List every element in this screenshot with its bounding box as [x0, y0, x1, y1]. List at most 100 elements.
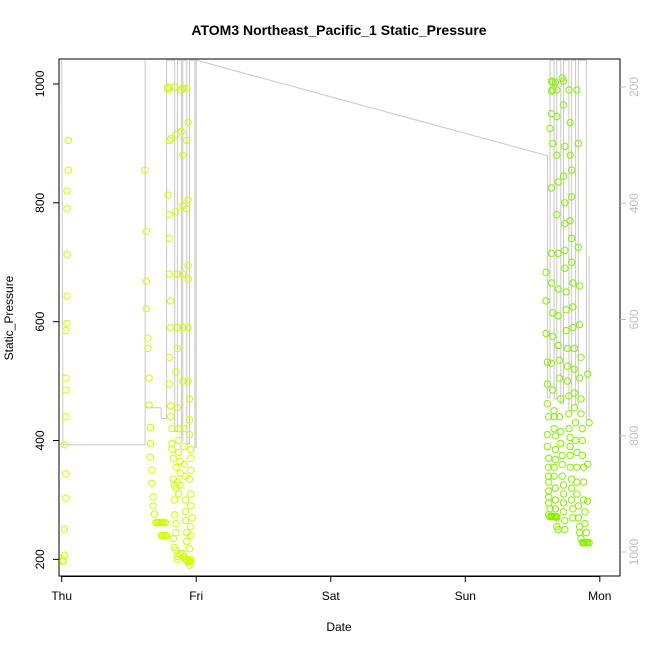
data-point: [549, 309, 557, 317]
data-point: [558, 460, 566, 468]
x-tick-label: Thu: [51, 589, 72, 603]
data-point: [554, 178, 562, 186]
data-point: [59, 556, 67, 564]
x-tick-label: Sat: [322, 589, 341, 603]
data-point: [566, 118, 574, 127]
data-point: [165, 353, 174, 361]
data-point: [559, 172, 568, 180]
data-point: [584, 460, 592, 468]
data-point: [184, 275, 192, 283]
data-point: [171, 83, 179, 91]
data-point: [180, 460, 188, 468]
data-point: [543, 358, 552, 366]
data-point: [175, 424, 183, 433]
data-point: [581, 520, 589, 528]
y-tick-label: 200: [33, 549, 47, 569]
data-point: [181, 517, 190, 525]
y-tick-label: 800: [33, 192, 47, 212]
data-point: [545, 487, 553, 495]
data-point: [547, 359, 556, 367]
data-point: [567, 166, 576, 174]
data-point: [585, 539, 593, 547]
data-point: [574, 514, 582, 522]
y-tick-label: 400: [33, 430, 47, 450]
data-point: [144, 344, 152, 353]
data-point: [173, 344, 182, 353]
data-point: [580, 496, 588, 504]
axes: Thu Fri Sat Sun Mon 200 400 600 800 1000 200 400 600…: [33, 70, 641, 603]
data-point: [165, 270, 174, 278]
data-point: [185, 475, 194, 483]
data-point: [167, 134, 175, 143]
data-point: [545, 413, 553, 421]
data-point: [575, 282, 584, 290]
data-point: [551, 484, 560, 492]
data-point: [574, 243, 582, 252]
data-point: [167, 402, 175, 410]
data-point: [585, 419, 593, 427]
data-point: [561, 246, 569, 255]
data-point: [179, 323, 187, 332]
data-point: [165, 211, 174, 219]
data-point: [63, 292, 71, 300]
data-point: [145, 374, 153, 382]
data-point: [561, 199, 569, 207]
data-point: [561, 525, 569, 534]
data-point: [555, 413, 564, 421]
data-point: [571, 436, 580, 445]
data-point: [559, 508, 568, 516]
data-point: [562, 288, 570, 296]
data-point: [165, 84, 174, 92]
data-point: [187, 523, 195, 531]
data-point: [183, 205, 191, 213]
data-point: [165, 234, 174, 243]
data-point: [167, 323, 175, 332]
data-point: [547, 87, 556, 95]
data-point: [63, 319, 71, 328]
data-point: [557, 395, 565, 403]
data-point: [561, 219, 569, 228]
data-point: [149, 493, 157, 501]
data-point: [172, 528, 180, 537]
data-point: [565, 86, 573, 94]
data-point: [554, 285, 562, 293]
data-point: [179, 270, 187, 278]
data-point: [551, 445, 560, 454]
data-point: [553, 211, 561, 219]
data-point: [571, 419, 580, 427]
data-point: [578, 436, 586, 445]
data-point: [161, 518, 170, 527]
data-point: [573, 463, 581, 471]
data-point: [144, 334, 152, 342]
data-point: [570, 389, 578, 397]
data-point: [184, 118, 192, 127]
data-point: [570, 404, 578, 412]
data-point: [63, 187, 71, 195]
data-point: [149, 502, 157, 510]
data-point: [575, 523, 584, 531]
data-point: [61, 326, 70, 335]
data-point: [581, 508, 589, 516]
data-point: [558, 451, 566, 460]
data-point: [553, 112, 561, 121]
data-point: [549, 78, 557, 86]
y2-tick-label: 800: [627, 425, 641, 445]
data-point: [578, 424, 586, 433]
data-point: [150, 510, 159, 518]
data-point: [173, 555, 182, 564]
x-tick-label: Mon: [588, 589, 611, 603]
data-point: [148, 479, 156, 487]
data-point: [584, 497, 592, 505]
data-point: [173, 270, 182, 278]
data-point: [558, 472, 566, 480]
y2-tick-label: 400: [627, 193, 641, 213]
data-point: [553, 86, 561, 94]
data-point: [185, 395, 194, 403]
data-point: [580, 478, 588, 486]
data-point: [555, 374, 564, 382]
data-point: [566, 463, 574, 471]
data-point: [567, 258, 576, 266]
data-point: [567, 193, 576, 201]
data-point: [542, 329, 550, 338]
data-point: [563, 377, 572, 385]
